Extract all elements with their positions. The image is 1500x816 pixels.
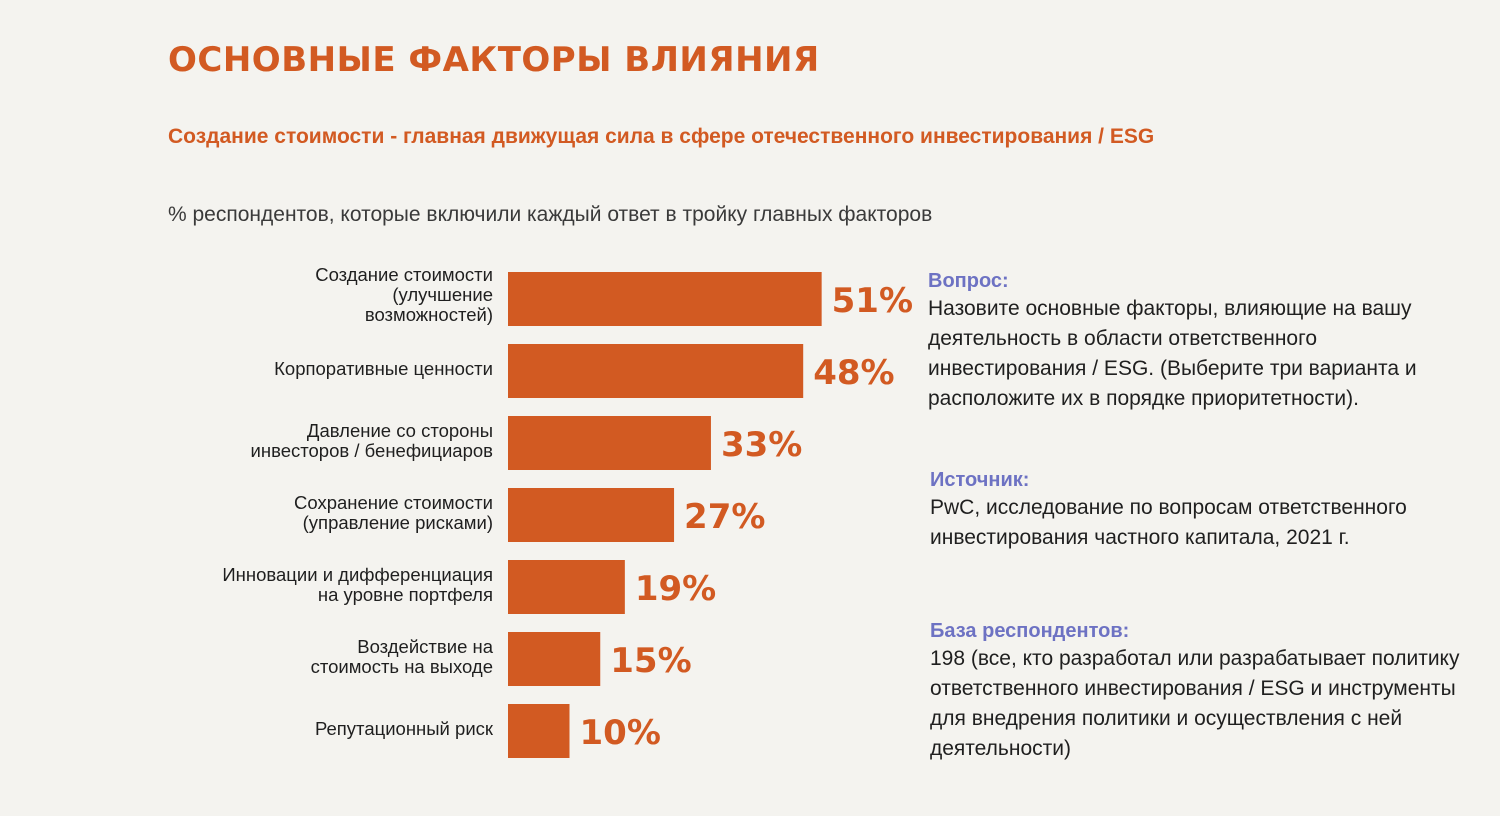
bar-value-label-1: 51% [832,281,913,321]
respondent-base-text: 198 (все, кто разработал или разрабатыва… [930,647,1460,760]
respondent-base-block: База респондентов: 198 (все, кто разрабо… [930,618,1480,764]
bar-value-label-3: 33% [721,425,802,465]
bar-3 [508,416,711,470]
category-label-7: Репутационный риск [314,718,493,739]
category-label-4: Сохранение стоимости (управление рисками) [294,492,493,533]
category-label-2: Корпоративные ценности [274,358,493,379]
question-text: Назовите основные факторы, влияющие на в… [928,297,1417,410]
question-heading: Вопрос: [928,270,1009,292]
bar-value-label-4: 27% [684,497,765,537]
chart-caption: % респондентов, которые включили каждый … [168,203,933,226]
bar-4 [508,488,675,542]
bar-value-label-5: 19% [635,569,716,609]
source-heading: Источник: [930,469,1030,491]
source-text: PwC, исследование по вопросам ответствен… [930,496,1407,549]
bar-1 [508,272,822,326]
category-label-1: Создание стоимости (улучшение возможностей… [315,264,493,325]
page-subtitle: Создание стоимости - главная движущая си… [168,125,1155,148]
bar-value-label-6: 15% [610,641,691,681]
question-block: Вопрос: Назовите основные факторы, влияю… [928,268,1478,414]
bar-5 [508,560,625,614]
source-block: Источник: PwC, исследование по вопросам … [930,467,1480,553]
bar-value-label-7: 10% [580,713,661,753]
category-label-6: Воздействие на стоимость на выходе [310,636,493,677]
bar-2 [508,344,804,398]
bar-7 [508,704,570,758]
bar-6 [508,632,601,686]
page-title: ОСНОВНЫЕ ФАКТОРЫ ВЛИЯНИЯ [168,40,820,80]
respondent-base-heading: База респондентов: [930,620,1130,642]
category-label-3: Давление со стороны инвесторов / бенефици… [250,420,493,461]
bar-value-label-2: 48% [813,353,894,393]
category-label-5: Инновации и дифференциация на уровне порт… [222,564,493,605]
